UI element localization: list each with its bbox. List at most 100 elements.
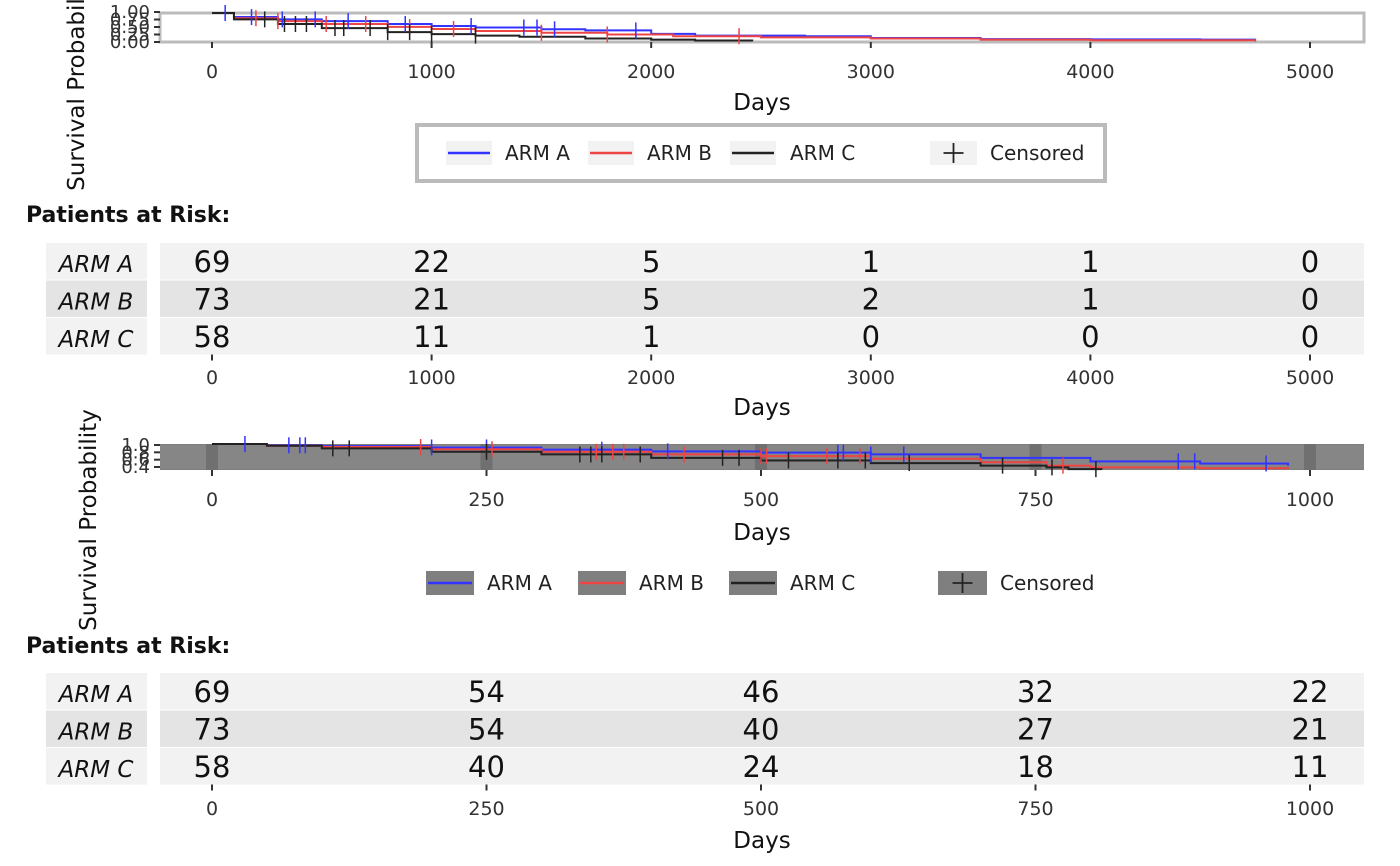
risk-cell: 11 <box>413 320 450 354</box>
risk-row-bg <box>160 748 1364 785</box>
x-tick-label: 750 <box>1017 489 1053 511</box>
x-axis-label: Days <box>733 90 790 116</box>
risk-x-tick-label: 3000 <box>847 367 895 389</box>
risk-cell: 1 <box>862 245 880 279</box>
y-tick-label: 0.50 <box>110 17 150 38</box>
x-tick-label: 0 <box>206 489 218 511</box>
risk-cell: 0 <box>1301 320 1319 354</box>
risk-row-bg <box>160 318 1364 355</box>
legend-label: ARM C <box>790 571 855 595</box>
gridline-major <box>1304 444 1316 470</box>
risk-x-tick-label: 0 <box>206 798 218 820</box>
y-axis-label: Survival Probability <box>76 409 102 631</box>
risk-cell: 73 <box>194 283 231 317</box>
risk-cell: 1 <box>642 320 660 354</box>
risk-cell: 22 <box>413 245 450 279</box>
y-tick-label: 1.00 <box>110 2 150 23</box>
y-tick-label: 0.4 <box>121 457 150 478</box>
risk-row-bg <box>160 673 1364 710</box>
risk-x-axis-label: Days <box>733 828 790 854</box>
risk-row-label-bg <box>46 748 147 785</box>
y-tick-label: 1.0 <box>121 435 150 456</box>
risk-x-tick-label: 2000 <box>627 367 675 389</box>
risk-cell: 2 <box>862 283 880 317</box>
risk-row-bg <box>160 710 1364 747</box>
x-tick-label: 250 <box>468 489 504 511</box>
risk-x-tick-label: 250 <box>468 798 504 820</box>
risk-cell: 54 <box>468 675 505 709</box>
risk-cell: 5 <box>642 245 660 279</box>
y-tick-label: 0.6 <box>121 450 150 471</box>
x-tick-label: 4000 <box>1066 61 1114 83</box>
legend-label: Censored <box>1000 571 1094 595</box>
risk-cell: 69 <box>194 675 231 709</box>
risk-cell: 0 <box>1081 320 1099 354</box>
x-tick-label: 5000 <box>1286 61 1334 83</box>
y-tick-label: 0.25 <box>110 25 150 46</box>
risk-row-label-bg <box>46 243 147 280</box>
risk-cell: 0 <box>1301 245 1319 279</box>
gridline-major <box>206 444 218 470</box>
x-tick-label: 500 <box>743 489 779 511</box>
risk-x-tick-label: 0 <box>206 367 218 389</box>
risk-x-tick-label: 1000 <box>407 367 455 389</box>
x-tick-label: 2000 <box>627 61 675 83</box>
risk-row-label: ARM A <box>57 682 134 708</box>
risk-cell: 32 <box>1017 675 1054 709</box>
risk-x-tick-label: 1000 <box>1286 798 1334 820</box>
risk-row-label: ARM C <box>57 757 134 783</box>
risk-cell: 1 <box>1081 245 1099 279</box>
legend-label: ARM A <box>487 571 552 595</box>
risk-cell: 40 <box>468 750 505 784</box>
risk-cell: 69 <box>194 245 231 279</box>
legend-label: ARM B <box>647 141 712 165</box>
x-tick-label: 1000 <box>1286 489 1334 511</box>
risk-cell: 21 <box>413 283 450 317</box>
risk-cell: 18 <box>1017 750 1054 784</box>
risk-table-title: Patients at Risk: <box>26 634 230 659</box>
km-plot-2 <box>212 436 1290 593</box>
risk-cell: 58 <box>194 750 231 784</box>
risk-row-bg <box>160 243 1364 280</box>
y-tick-label: 0.00 <box>110 32 150 53</box>
risk-row-label-bg <box>46 280 147 317</box>
x-axis-label: Days <box>733 520 790 546</box>
risk-x-tick-label: 750 <box>1017 798 1053 820</box>
risk-cell: 73 <box>194 713 231 747</box>
risk-cell: 0 <box>862 320 880 354</box>
risk-row-label-bg <box>46 710 147 747</box>
risk-table-title: Patients at Risk: <box>26 203 230 228</box>
legend-label: ARM C <box>790 141 855 165</box>
risk-cell: 22 <box>1292 675 1329 709</box>
risk-row-label: ARM A <box>57 252 134 278</box>
risk-row-label: ARM B <box>57 290 134 316</box>
km-plot-1 <box>212 5 1257 163</box>
risk-cell: 54 <box>468 713 505 747</box>
risk-cell: 58 <box>194 320 231 354</box>
legend-label: ARM A <box>505 141 570 165</box>
risk-cell: 24 <box>743 750 780 784</box>
risk-cell: 1 <box>1081 283 1099 317</box>
risk-row-label-bg <box>46 318 147 355</box>
risk-x-tick-label: 5000 <box>1286 367 1334 389</box>
risk-x-axis-label: Days <box>733 395 790 421</box>
risk-row-label: ARM C <box>57 327 134 353</box>
x-tick-label: 0 <box>206 61 218 83</box>
risk-row-label-bg <box>46 673 147 710</box>
risk-cell: 21 <box>1292 713 1329 747</box>
y-tick-label: 0.75 <box>110 10 150 31</box>
risk-cell: 27 <box>1017 713 1054 747</box>
risk-cell: 11 <box>1292 750 1329 784</box>
risk-cell: 0 <box>1301 283 1319 317</box>
risk-cell: 46 <box>743 675 780 709</box>
y-tick-label: 0.8 <box>121 442 150 463</box>
x-tick-label: 1000 <box>407 61 455 83</box>
y-axis-label: Survival Probability <box>64 0 90 191</box>
legend-label: ARM B <box>639 571 704 595</box>
x-tick-label: 3000 <box>847 61 895 83</box>
risk-cell: 5 <box>642 283 660 317</box>
legend-label: Censored <box>990 141 1084 165</box>
risk-x-tick-label: 4000 <box>1066 367 1114 389</box>
risk-row-label: ARM B <box>57 720 134 746</box>
